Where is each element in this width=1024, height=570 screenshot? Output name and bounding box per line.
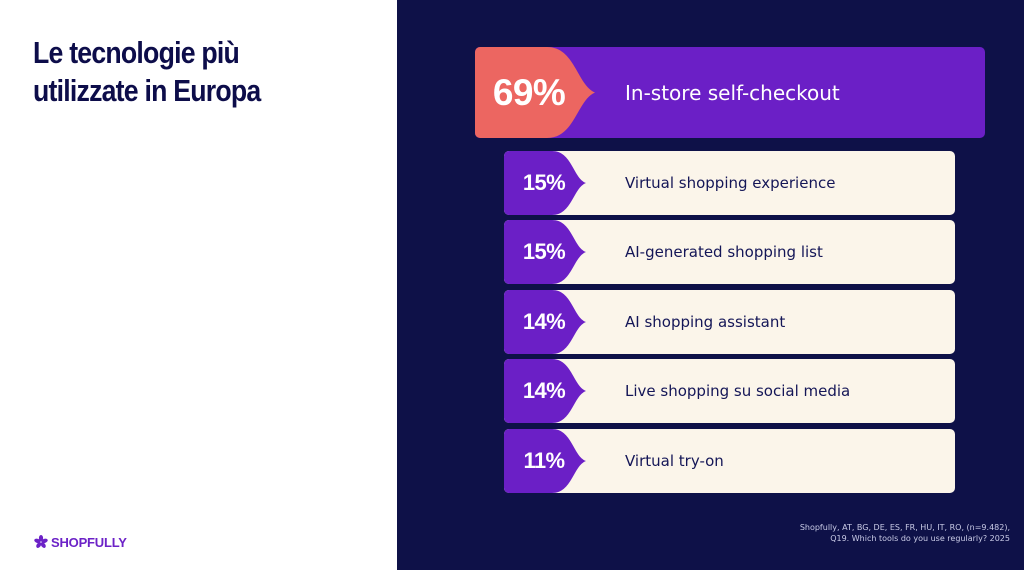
item-label: AI shopping assistant xyxy=(625,313,786,331)
item-label: AI-generated shopping list xyxy=(625,243,823,261)
list-item: 11% Virtual try-on xyxy=(504,429,955,493)
asterisk-icon xyxy=(34,535,48,548)
percentage-shape xyxy=(504,359,586,423)
title-line-2: utilizzate in Europa xyxy=(33,73,261,108)
item-percentage: 14% xyxy=(522,378,566,403)
source-line-1: Shopfully, AT, BG, DE, ES, FR, HU, IT, R… xyxy=(799,523,1010,532)
percentage-shape xyxy=(504,151,586,215)
item-percentage: 15% xyxy=(522,239,566,264)
percentage-shape xyxy=(504,290,586,354)
list-item: 14% Live shopping su social media xyxy=(504,359,955,423)
source-line-2: Q19. Which tools do you use regularly? 2… xyxy=(830,534,1010,543)
highlight-label: In-store self-checkout xyxy=(625,80,840,105)
list-item: 14% AI shopping assistant xyxy=(504,290,955,354)
item-percentage: 15% xyxy=(522,170,566,195)
brand-name: SHOPFULLY xyxy=(51,534,127,550)
list-item: 15% AI-generated shopping list xyxy=(504,220,955,284)
title-line-1: Le tecnologie più xyxy=(33,35,240,70)
item-percentage: 11% xyxy=(523,448,565,473)
highlight-row: 69% In-store self-checkout xyxy=(475,47,985,138)
percentage-shape xyxy=(504,429,586,493)
source-footnote: Shopfully, AT, BG, DE, ES, FR, HU, IT, R… xyxy=(800,522,1010,544)
shopfully-logo: SHOPFULLY xyxy=(34,532,127,552)
highlight-percentage-shape xyxy=(475,47,595,138)
item-label: Virtual try-on xyxy=(625,452,724,470)
left-panel: Le tecnologie più utilizzate in Europa S… xyxy=(0,0,397,570)
item-percentage: 14% xyxy=(522,309,566,334)
percentage-shape xyxy=(504,220,586,284)
item-label: Virtual shopping experience xyxy=(625,174,836,192)
list-item: 15% Virtual shopping experience xyxy=(504,151,955,215)
item-label: Live shopping su social media xyxy=(625,382,851,400)
page-title: Le tecnologie più utilizzate in Europa xyxy=(33,34,325,110)
highlight-percentage: 69% xyxy=(492,71,566,113)
